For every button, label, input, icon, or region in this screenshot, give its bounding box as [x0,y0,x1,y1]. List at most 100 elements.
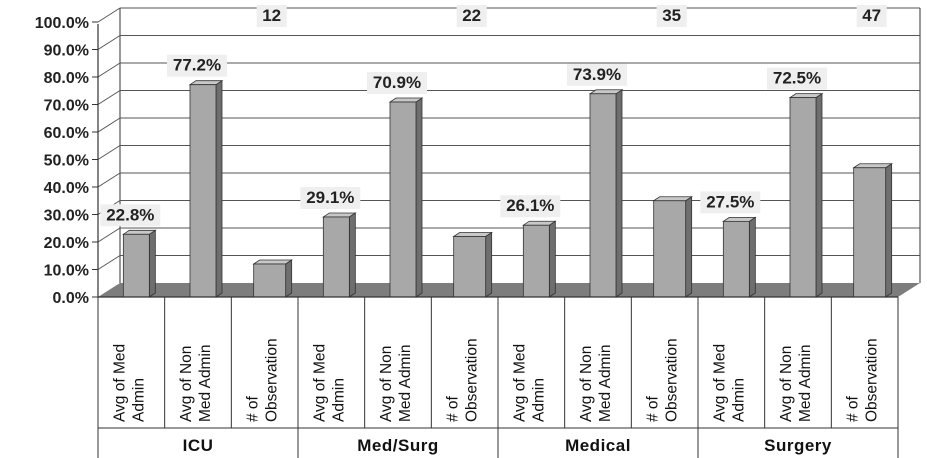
gridline-diagonal [97,117,121,133]
data-label-bg [167,54,227,77]
data-label-bg [656,5,687,27]
gridline-diagonal [97,35,121,50]
bar-top [188,80,224,86]
data-label: 22.8% [106,205,154,224]
category-label: Med Admin [397,344,414,422]
bar [189,84,217,298]
category-label: # of [245,395,262,422]
bar-top [522,220,557,226]
bar-top [788,93,824,99]
bar [453,236,487,298]
category-label: Admin [130,378,147,422]
labels-layer: 22.8% 77.2% 12 29.1% 70.9% 22 26.1% 73.9% 35 27.5… [100,5,887,227]
bar-side [285,259,293,298]
category-label: Avg of Non [378,346,395,422]
data-label-bg [367,72,427,95]
gridline-diagonal [97,62,121,78]
category-label: Avg of Non [778,346,795,422]
data-label-bg [567,63,627,86]
bar-top [722,216,757,222]
data-label: 22 [462,6,481,25]
bar-top [388,97,424,103]
bar-top [252,259,293,265]
category-label: Avg of Med [311,344,328,422]
data-label-bg [700,191,761,214]
bar-side [685,196,693,298]
bar [653,200,687,298]
y-tick-label: 60.0% [44,125,89,142]
category-label: Avg of Non [178,346,195,422]
category-label: Avg of Med [111,344,128,422]
gridline-diagonal [97,7,121,23]
bar [389,101,417,298]
data-label: 73.9% [573,65,621,84]
y-tick-label: 30.0% [44,208,89,225]
y-tick-label: 10.0% [44,263,89,280]
category-label: Avg of Med [511,344,528,422]
gridline-diagonal [97,227,121,243]
bar-top [122,229,157,235]
category-label: Avg of Med [711,344,728,422]
category-label: # of [845,395,862,422]
bar-side [348,212,356,298]
bars-layer [122,79,893,298]
bar-side [415,97,423,298]
category-label: Observation [664,338,681,422]
y-tick-label: 80.0% [44,70,89,87]
data-label-bg [500,195,561,218]
bar [522,224,550,298]
data-label-bg [856,5,887,27]
gridline-diagonal [97,172,121,188]
bar [853,167,887,298]
y-tick-label: 20.0% [44,235,89,252]
data-label: 26.1% [506,196,554,215]
category-label: # of [445,395,462,422]
data-label: 72.5% [773,69,821,88]
bar [722,220,750,298]
data-label: 35 [662,6,681,25]
data-label-bg [456,5,487,27]
bar-side [815,92,823,298]
bar-side [615,89,623,298]
category-label: Observation [464,338,481,422]
category-label: Admin [530,378,547,422]
bar-side [748,216,756,298]
bar-side [215,79,223,298]
bar-top [322,212,357,218]
bar-side [148,229,156,298]
axis-layer: 0.0% 10.0% 20.0% 30.0% 40.0% 50.0% 60.0% 70.0% 8… [35,15,899,458]
bar-side [485,231,493,298]
data-label: 29.1% [306,188,354,207]
bar [789,97,817,298]
category-label: Avg of Non [578,346,595,422]
bar [589,93,617,298]
gridline-diagonal [97,255,121,270]
data-label-bg [300,186,361,209]
category-label: # of [645,395,662,422]
group-label: Surgery [764,436,832,455]
category-label: Admin [330,378,347,422]
category-label: Med Admin [797,344,814,422]
bar-top [852,163,893,169]
category-label: Observation [264,338,281,422]
gridline-diagonal [97,90,121,105]
group-label: ICU [183,436,214,455]
data-label: 12 [262,6,281,25]
gridline-diagonal [97,145,121,160]
data-label: 27.5% [706,192,754,211]
y-tick-label: 100.0% [35,15,89,32]
data-label: 77.2% [173,56,221,75]
category-label: Observation [864,338,881,422]
data-label: 70.9% [373,73,421,92]
group-label: Med/Surg [357,436,438,455]
bar-side [548,220,556,298]
y-tick-label: 90.0% [44,43,89,60]
bar [322,216,350,298]
grid-layer [97,7,921,297]
bar-top [588,89,624,95]
group-label: Medical [565,436,631,455]
category-label: Med Admin [197,344,214,422]
data-label: 47 [862,6,881,25]
chart-floor [98,283,920,297]
